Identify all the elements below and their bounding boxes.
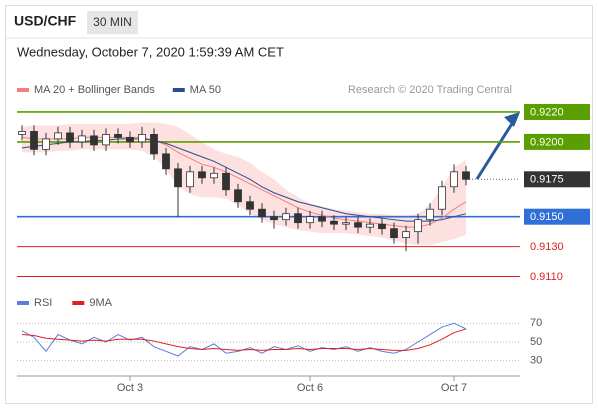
candle-body (318, 216, 326, 222)
interval: 30 MIN (93, 15, 132, 29)
candle-body (306, 216, 314, 224)
candle-body (126, 137, 134, 143)
candle-body (42, 138, 50, 150)
symbol: USD/CHF (14, 13, 77, 29)
level-label: 0.9130 (530, 241, 564, 253)
candle-body (354, 222, 362, 228)
legend-label: MA 50 (190, 84, 221, 96)
candle-body (294, 213, 302, 224)
candle-body (186, 171, 194, 188)
level-label: 0.9175 (530, 174, 564, 186)
candle-body (150, 134, 158, 155)
legend-swatch (17, 88, 29, 92)
candle-body (426, 208, 434, 221)
candle-body (78, 135, 86, 143)
candle-body (258, 208, 266, 218)
legend-label: 9MA (89, 297, 112, 309)
forecast-arrow (475, 121, 515, 180)
forecast-arrowhead (504, 112, 520, 127)
level-label: 0.9200 (530, 136, 564, 148)
candle-body (210, 172, 218, 179)
legend-swatch (172, 88, 185, 92)
candle-body (462, 171, 470, 180)
level-label: 0.9150 (530, 211, 564, 223)
candle-body (30, 131, 38, 150)
candle-body (162, 153, 170, 170)
x-tick-label: Oct 3 (117, 382, 143, 394)
candle-body (342, 222, 350, 225)
legend-label: RSI (34, 297, 52, 309)
level-label-box (524, 133, 590, 150)
x-tick-label: Oct 7 (441, 382, 467, 394)
credit: Research © 2020 Trading Central (348, 84, 512, 96)
candle-body (414, 219, 422, 233)
legend-swatch (72, 301, 85, 305)
level-label: 0.9110 (530, 271, 563, 283)
level-label: 0.9220 (530, 106, 564, 118)
y-tick-label: 50 (530, 336, 542, 348)
candle-body (378, 223, 386, 230)
y-tick-label: 30 (530, 355, 542, 367)
candle-body (114, 134, 122, 138)
interval-badge[interactable] (87, 11, 138, 34)
candle-body (270, 216, 278, 221)
candle-body (198, 171, 206, 179)
candle-body (246, 201, 254, 210)
candle-body (402, 231, 410, 239)
candle-body (282, 213, 290, 221)
candle-body (366, 223, 374, 228)
candle-body (450, 171, 458, 188)
candle-body (222, 172, 230, 191)
level-label-box (524, 103, 590, 120)
legend-swatch (17, 301, 29, 305)
candle-body (390, 228, 398, 239)
date: Wednesday, October 7, 2020 1:59:39 AM CE… (17, 44, 284, 59)
candle-body (234, 189, 242, 203)
candle-body (102, 134, 110, 146)
series-line (21, 328, 467, 351)
level-label-box (524, 208, 590, 225)
candle-body (138, 134, 146, 143)
x-tick-label: Oct 6 (297, 382, 323, 394)
candle-body (18, 131, 26, 135)
candle-body (66, 132, 74, 143)
candle-body (90, 135, 98, 146)
candle-body (174, 168, 182, 188)
candle-body (438, 186, 446, 210)
candle-body (330, 220, 338, 225)
y-tick-label: 70 (530, 317, 542, 329)
level-label-box (524, 171, 590, 188)
candle-body (54, 132, 62, 140)
legend-label: MA 20 + Bollinger Bands (34, 84, 155, 96)
